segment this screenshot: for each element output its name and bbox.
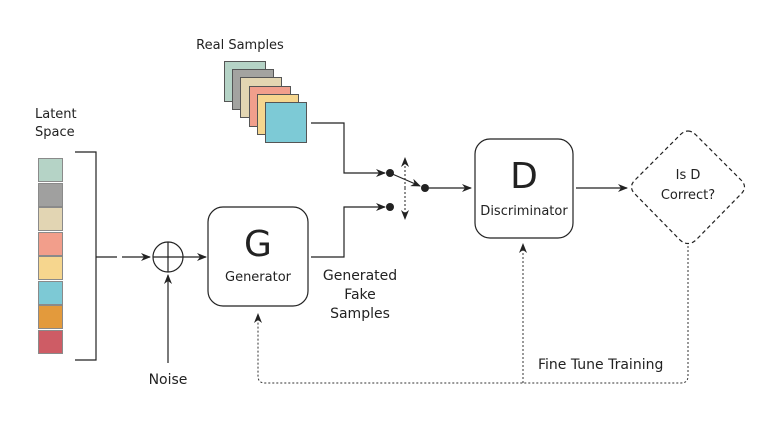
generated-fake-samples-label: Generated Fake Samples bbox=[323, 267, 397, 324]
latent-label-line: Space bbox=[35, 125, 75, 140]
decision-label-line: Is D bbox=[675, 168, 701, 183]
real-samples-line bbox=[311, 122, 386, 177]
latent-label-line: Latent bbox=[35, 107, 77, 122]
switch-fake-node bbox=[386, 203, 394, 211]
latent-space-label: Latent Space bbox=[35, 106, 77, 142]
fake-label-line: Samples bbox=[330, 306, 390, 322]
decision-label-line: Correct? bbox=[660, 188, 716, 203]
latent-cell bbox=[38, 182, 63, 207]
latent-cell bbox=[38, 231, 63, 256]
feedback-loop-line bbox=[254, 246, 689, 384]
fake-samples-line bbox=[311, 203, 386, 258]
generator-label: Generator bbox=[224, 270, 292, 285]
noise-label: Noise bbox=[148, 372, 188, 388]
latent-cell bbox=[38, 305, 63, 329]
discriminator-label: Discriminator bbox=[480, 204, 568, 219]
fake-label-line: Generated bbox=[322, 268, 398, 284]
generator-letter: G bbox=[244, 224, 272, 265]
decision-label: Is D Correct? bbox=[661, 166, 715, 206]
decision-diamond bbox=[630, 130, 746, 245]
fake-label-line: Fake bbox=[344, 287, 376, 303]
latent-cell bbox=[38, 207, 63, 231]
latent-cell bbox=[38, 329, 63, 354]
latent-cell bbox=[38, 158, 63, 182]
switch-output-node bbox=[421, 184, 429, 192]
discriminator-letter: D bbox=[510, 156, 538, 197]
discriminator-box bbox=[474, 138, 574, 239]
latent-cell bbox=[38, 280, 63, 305]
latent-bracket bbox=[75, 151, 97, 361]
real-samples-label: Real Samples bbox=[196, 38, 284, 53]
latent-cell bbox=[38, 256, 63, 280]
sum-icon bbox=[152, 241, 184, 273]
generator-box bbox=[207, 206, 309, 307]
fine-tune-training-label: Fine Tune Training bbox=[538, 357, 664, 373]
real-sample-card bbox=[265, 102, 307, 143]
